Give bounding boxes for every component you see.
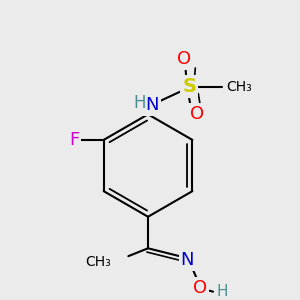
Text: N: N <box>181 251 194 269</box>
Text: CH₃: CH₃ <box>226 80 252 94</box>
Text: S: S <box>182 77 197 96</box>
Text: F: F <box>69 131 79 149</box>
Text: O: O <box>193 279 207 297</box>
Text: N: N <box>145 96 159 114</box>
Text: O: O <box>177 50 191 68</box>
Text: H: H <box>217 284 229 299</box>
Text: CH₃: CH₃ <box>85 255 111 269</box>
Text: H: H <box>133 94 146 112</box>
Text: O: O <box>190 105 204 123</box>
